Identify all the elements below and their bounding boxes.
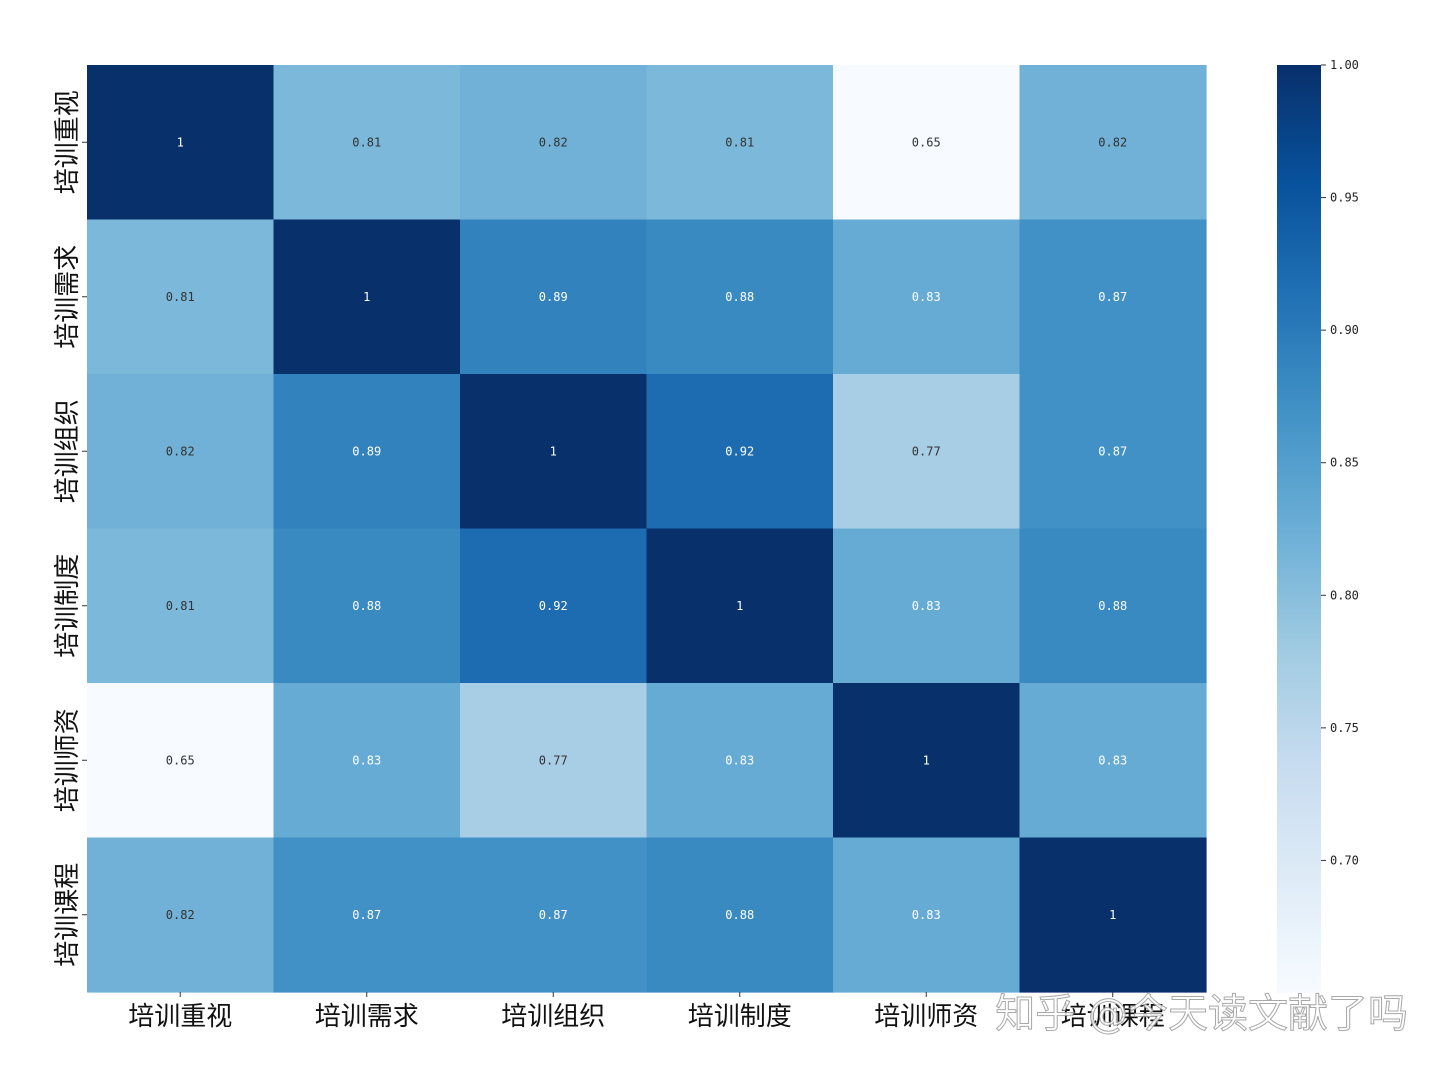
cell-value-label: 0.83 <box>352 753 381 767</box>
cell-value-label: 0.87 <box>352 908 381 922</box>
heatmap-cell <box>273 374 461 530</box>
heatmap-cell <box>87 374 275 530</box>
cell-value-label: 0.88 <box>1098 599 1127 613</box>
heatmap-cell <box>833 837 1021 993</box>
heatmap-cell <box>460 837 648 993</box>
heatmap-cell <box>460 219 648 375</box>
cell-value-label: 1 <box>363 290 370 304</box>
y-tick-label: 培训师资 <box>53 708 83 812</box>
cell-value-label: 0.88 <box>352 599 381 613</box>
heatmap-cell <box>1019 683 1207 839</box>
cell-value-label: 1 <box>736 599 743 613</box>
cell-value-label: 0.92 <box>725 444 754 458</box>
cell-value-label: 0.88 <box>725 908 754 922</box>
x-tick-label: 培训重视 <box>128 1002 232 1032</box>
cell-value-label: 0.65 <box>912 135 941 149</box>
y-tick-label: 培训制度 <box>53 554 83 658</box>
cell-value-label: 0.88 <box>725 290 754 304</box>
cell-value-label: 0.77 <box>539 753 568 767</box>
heatmap-cell <box>460 65 648 221</box>
heatmap-cell <box>833 528 1021 684</box>
colorbar-tick-label: 1.00 <box>1330 58 1359 72</box>
cell-value-label: 0.81 <box>352 135 381 149</box>
cell-value-label: 0.87 <box>1098 444 1127 458</box>
heatmap-cell <box>460 683 648 839</box>
cell-value-label: 0.89 <box>352 444 381 458</box>
heatmap-cell <box>833 374 1021 530</box>
watermark-text: 知乎 @今天读文献了吗 <box>995 991 1408 1037</box>
heatmap-cell <box>1019 837 1207 993</box>
heatmap-cell <box>646 528 834 684</box>
heatmap-cell <box>1019 219 1207 375</box>
heatmap-cell <box>273 219 461 375</box>
colorbar-tick-label: 0.95 <box>1330 191 1359 205</box>
heatmap-cell <box>87 683 275 839</box>
cell-value-label: 0.82 <box>539 135 568 149</box>
heatmap-cell <box>87 219 275 375</box>
heatmap-cell <box>273 65 461 221</box>
colorbar-tick-label: 0.75 <box>1330 721 1359 735</box>
heatmap-cell <box>646 374 834 530</box>
x-tick-label: 培训组织 <box>501 1002 605 1032</box>
colorbar-tick-label: 0.70 <box>1330 853 1359 867</box>
heatmap-cell <box>833 219 1021 375</box>
heatmap-cell <box>646 837 834 993</box>
cell-value-label: 0.82 <box>166 908 195 922</box>
cell-value-label: 0.81 <box>166 290 195 304</box>
cell-value-label: 0.77 <box>912 444 941 458</box>
cell-value-label: 0.87 <box>539 908 568 922</box>
x-tick-label: 培训师资 <box>874 1002 978 1032</box>
colorbar: 0.70 0.75 0.80 0.85 0.90 0.95 1.00 <box>1277 58 1359 993</box>
heatmap-cell <box>833 65 1021 221</box>
heatmap-cell <box>87 837 275 993</box>
colorbar-tick-label: 0.90 <box>1330 323 1359 337</box>
heatmap-cell <box>1019 528 1207 684</box>
cell-value-label: 1 <box>1109 908 1116 922</box>
colorbar-gradient <box>1277 65 1321 993</box>
cell-value-label: 0.83 <box>1098 753 1127 767</box>
cell-value-label: 0.83 <box>725 753 754 767</box>
heatmap-cell <box>646 65 834 221</box>
cell-value-label: 0.82 <box>1098 135 1127 149</box>
cell-value-label: 0.87 <box>1098 290 1127 304</box>
x-axis-labels: 培训重视 培训需求 培训组织 培训制度 培训师资 培训课程 <box>128 992 1165 1032</box>
cell-value-label: 0.83 <box>912 908 941 922</box>
cell-value-label: 0.92 <box>539 599 568 613</box>
heatmap-cell <box>646 683 834 839</box>
cell-value-label: 1 <box>177 135 184 149</box>
heatmap-cell <box>1019 374 1207 530</box>
heatmap-cell <box>87 65 275 221</box>
cell-value-label: 0.83 <box>912 599 941 613</box>
heatmap-cells: 1 0.81 0.82 0.81 0.65 0.82 0.81 1 0.89 0.88 0.83 0.… <box>87 65 1207 993</box>
cell-value-label: 0.89 <box>539 290 568 304</box>
y-tick-label: 培训组织 <box>53 399 83 503</box>
cell-value-label: 0.83 <box>912 290 941 304</box>
heatmap-cell <box>460 528 648 684</box>
heatmap-cell <box>273 683 461 839</box>
x-tick-label: 培训课程 <box>1061 1002 1165 1032</box>
heatmap-cell <box>273 528 461 684</box>
heatmap-cell <box>1019 65 1207 221</box>
heatmap-cell <box>273 837 461 993</box>
y-tick-label: 培训课程 <box>53 863 83 967</box>
colorbar-tick-label: 0.80 <box>1330 588 1359 602</box>
y-tick-label: 培训重视 <box>53 90 83 194</box>
heatmap-cell <box>87 528 275 684</box>
cell-value-label: 0.65 <box>166 753 195 767</box>
x-tick-label: 培训需求 <box>315 1002 419 1032</box>
x-tick-label: 培训制度 <box>688 1002 792 1032</box>
cell-value-label: 0.81 <box>166 599 195 613</box>
heatmap-cell <box>833 683 1021 839</box>
heatmap-cell <box>646 219 834 375</box>
cell-value-label: 0.81 <box>725 135 754 149</box>
colorbar-tick-label: 0.85 <box>1330 456 1359 470</box>
cell-value-label: 0.82 <box>166 444 195 458</box>
cell-value-label: 1 <box>923 753 930 767</box>
cell-value-label: 1 <box>550 444 557 458</box>
heatmap-cell <box>460 374 648 530</box>
y-tick-label: 培训需求 <box>53 245 83 349</box>
